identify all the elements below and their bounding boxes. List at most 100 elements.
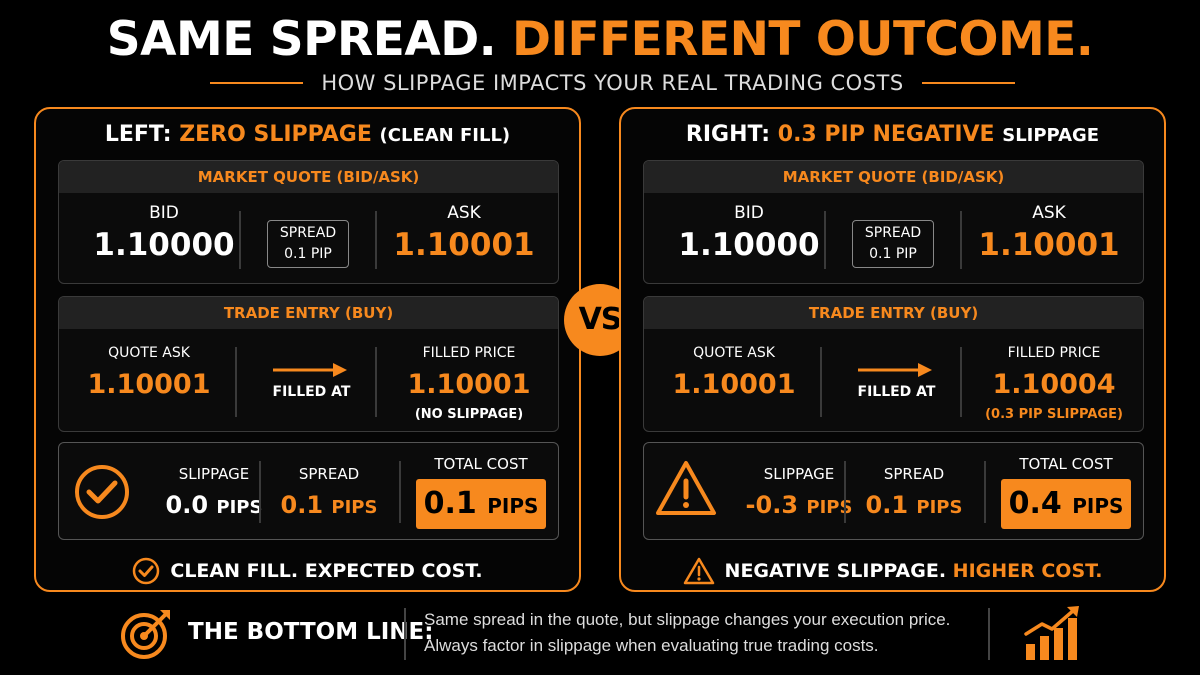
- left-spread-value: 0.1 PIP: [284, 246, 332, 262]
- page-title: SAME SPREAD. DIFFERENT OUTCOME.: [0, 12, 1200, 68]
- divider: [988, 608, 990, 660]
- divider: [375, 347, 377, 417]
- left-bid-label: BID: [149, 203, 179, 223]
- left-total-cost-unit: PIPS: [487, 494, 539, 518]
- left-spread-cost-unit: PIPS: [331, 497, 378, 518]
- right-quote-ask-label: QUOTE ASK: [693, 345, 775, 361]
- right-title-suffix: SLIPPAGE: [1002, 125, 1100, 146]
- left-ask-label: ASK: [447, 203, 481, 223]
- bottom-line-bar: THE BOTTOM LINE: Same spread in the quot…: [0, 600, 1200, 668]
- right-total-cost-number: 0.4: [1008, 486, 1062, 521]
- right-spread-label: SPREAD: [864, 225, 922, 241]
- left-spread-box: SPREAD 0.1 PIP: [267, 220, 349, 268]
- right-slippage-label: SLIPPAGE: [763, 465, 835, 483]
- arrow-right-icon: [858, 363, 932, 377]
- bottom-line-text-2: Always factor in slippage when evaluatin…: [424, 636, 879, 655]
- left-quote-ask-value: 1.10001: [87, 369, 211, 400]
- right-total-cost-label: TOTAL COST: [1019, 455, 1113, 473]
- left-quote-ask-label: QUOTE ASK: [108, 345, 190, 361]
- divider: [844, 461, 846, 523]
- right-footer-text-2: HIGHER COST.: [952, 560, 1103, 582]
- left-filled-price-value: 1.10001: [407, 369, 531, 400]
- right-filled-price-value: 1.10004: [992, 369, 1116, 400]
- right-filled-note: (0.3 PIP SLIPPAGE): [985, 407, 1123, 422]
- right-bid-label: BID: [734, 203, 764, 223]
- right-market-quote-card: MARKET QUOTE (BID/ASK) BID 1.10000 SPREA…: [643, 160, 1144, 284]
- right-filled-price-label: FILLED PRICE: [1007, 345, 1101, 361]
- divider: [960, 211, 962, 269]
- title-part-white: SAME SPREAD.: [106, 12, 497, 67]
- subtitle-rule-right: [921, 82, 1016, 84]
- bottom-line-text-1: Same spread in the quote, but slippage c…: [424, 610, 951, 629]
- bottom-line-title: THE BOTTOM LINE:: [188, 619, 434, 645]
- left-ask-value: 1.10001: [393, 227, 535, 263]
- left-slippage-number: 0.0: [165, 491, 209, 519]
- warning-triangle-icon: [683, 557, 714, 585]
- divider: [984, 461, 986, 523]
- right-footer-note: NEGATIVE SLIPPAGE. HIGHER COST.: [621, 555, 1164, 587]
- right-title-prefix: RIGHT:: [685, 122, 771, 147]
- divider: [239, 211, 241, 269]
- left-title-prefix: LEFT:: [104, 122, 172, 147]
- left-slippage-label: SLIPPAGE: [178, 465, 250, 483]
- divider: [820, 347, 822, 417]
- left-scenario-panel: LEFT: ZERO SLIPPAGE (CLEAN FILL) MARKET …: [34, 107, 581, 592]
- right-cost-card: SLIPPAGE -0.3 PIPS SPREAD 0.1 PIPS TOTAL…: [643, 442, 1144, 540]
- right-total-cost-box: 0.4 PIPS: [1001, 479, 1131, 529]
- left-slippage-value: 0.0 PIPS: [139, 491, 289, 519]
- right-title-highlight: 0.3 PIP NEGATIVE: [777, 122, 995, 147]
- right-ask-label: ASK: [1032, 203, 1066, 223]
- right-scenario-panel: RIGHT: 0.3 PIP NEGATIVE SLIPPAGE MARKET …: [619, 107, 1166, 592]
- divider: [399, 461, 401, 523]
- right-total-cost-unit: PIPS: [1072, 494, 1124, 518]
- check-circle-icon: [133, 557, 160, 585]
- right-spread-cost-number: 0.1: [865, 491, 909, 519]
- divider: [259, 461, 261, 523]
- right-ask-value: 1.10001: [978, 227, 1120, 263]
- left-footer-note: CLEAN FILL. EXPECTED COST.: [36, 555, 579, 587]
- target-icon: [121, 610, 170, 659]
- right-spread-value: 0.1 PIP: [869, 246, 917, 262]
- left-slippage-unit: PIPS: [216, 497, 263, 518]
- left-cost-card: SLIPPAGE 0.0 PIPS SPREAD 0.1 PIPS TOTAL …: [58, 442, 559, 540]
- subtitle-rule-left: [210, 82, 304, 84]
- left-total-cost-box: 0.1 PIPS: [416, 479, 546, 529]
- check-circle-icon: [75, 465, 129, 519]
- right-filled-at-label: FILLED AT: [857, 384, 936, 400]
- right-spread-cost-unit: PIPS: [916, 497, 963, 518]
- right-footer-text-1: NEGATIVE SLIPPAGE.: [724, 560, 947, 582]
- divider: [824, 211, 826, 269]
- left-spread-cost-label: SPREAD: [298, 465, 360, 483]
- warning-triangle-icon: [656, 461, 716, 515]
- arrow-right-icon: [273, 363, 347, 377]
- divider: [235, 347, 237, 417]
- right-spread-cost-value: 0.1 PIPS: [849, 491, 979, 519]
- left-panel-title: LEFT: ZERO SLIPPAGE (CLEAN FILL): [36, 119, 579, 152]
- left-entry-header: TRADE ENTRY (BUY): [59, 297, 558, 329]
- subtitle-row: HOW SLIPPAGE IMPACTS YOUR REAL TRADING C…: [210, 68, 1016, 98]
- left-spread-cost-number: 0.1: [280, 491, 324, 519]
- right-panel-title: RIGHT: 0.3 PIP NEGATIVE SLIPPAGE: [621, 119, 1164, 152]
- left-total-cost-label: TOTAL COST: [434, 455, 528, 473]
- divider: [404, 608, 406, 660]
- right-slippage-value: -0.3 PIPS: [719, 491, 879, 519]
- left-filled-at-label: FILLED AT: [272, 384, 351, 400]
- left-trade-entry-card: TRADE ENTRY (BUY) QUOTE ASK 1.10001 FILL…: [58, 296, 559, 432]
- divider: [375, 211, 377, 269]
- left-spread-cost-value: 0.1 PIPS: [264, 491, 394, 519]
- divider: [960, 347, 962, 417]
- right-bid-value: 1.10000: [678, 227, 820, 263]
- left-title-highlight: ZERO SLIPPAGE: [179, 122, 372, 147]
- title-part-orange: DIFFERENT OUTCOME.: [511, 12, 1094, 67]
- rising-bar-chart-icon: [1024, 606, 1079, 660]
- right-quote-header: MARKET QUOTE (BID/ASK): [644, 161, 1143, 193]
- right-spread-cost-label: SPREAD: [883, 465, 945, 483]
- right-entry-header: TRADE ENTRY (BUY): [644, 297, 1143, 329]
- left-spread-label: SPREAD: [279, 225, 337, 241]
- left-filled-price-label: FILLED PRICE: [422, 345, 516, 361]
- left-total-cost-number: 0.1: [423, 486, 477, 521]
- left-title-suffix: (CLEAN FILL): [379, 125, 511, 146]
- right-slippage-unit: PIPS: [806, 497, 853, 518]
- left-footer-text: CLEAN FILL. EXPECTED COST.: [170, 560, 483, 582]
- right-quote-ask-value: 1.10001: [672, 369, 796, 400]
